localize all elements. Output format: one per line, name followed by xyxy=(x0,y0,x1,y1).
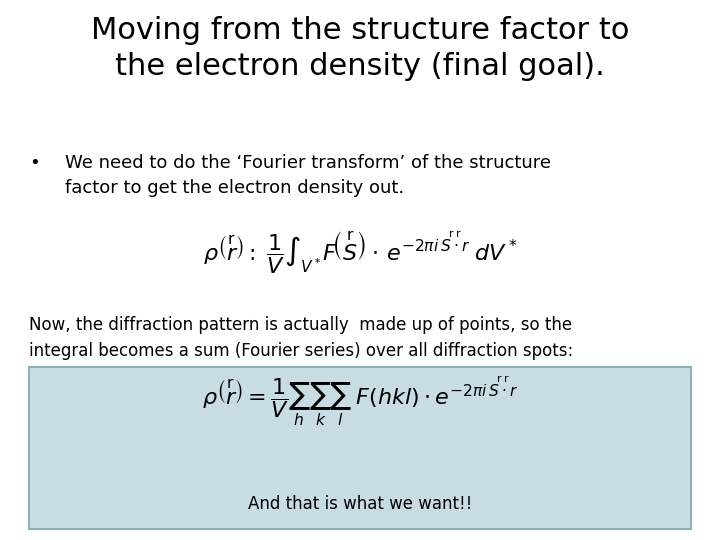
Text: Moving from the structure factor to
the electron density (final goal).: Moving from the structure factor to the … xyxy=(91,16,629,81)
Text: We need to do the ‘Fourier transform’ of the structure
factor to get the electro: We need to do the ‘Fourier transform’ of… xyxy=(65,154,551,197)
Text: Now, the diffraction pattern is actually  made up of points, so the
integral bec: Now, the diffraction pattern is actually… xyxy=(29,316,573,360)
Text: $\rho\left(\overset{\mathrm{r}}{r}\right) =\dfrac{1}{V}\sum_{h}\sum_{k}\sum_{l}\: $\rho\left(\overset{\mathrm{r}}{r}\right… xyxy=(202,375,518,429)
Text: •: • xyxy=(29,154,40,172)
FancyBboxPatch shape xyxy=(29,367,691,529)
Text: And that is what we want!!: And that is what we want!! xyxy=(248,495,472,513)
Text: $\rho\left(\overset{\mathrm{r}}{r}\right):\; \dfrac{1}{V}\int_{V^*} F\!\left(\ov: $\rho\left(\overset{\mathrm{r}}{r}\right… xyxy=(203,230,517,276)
